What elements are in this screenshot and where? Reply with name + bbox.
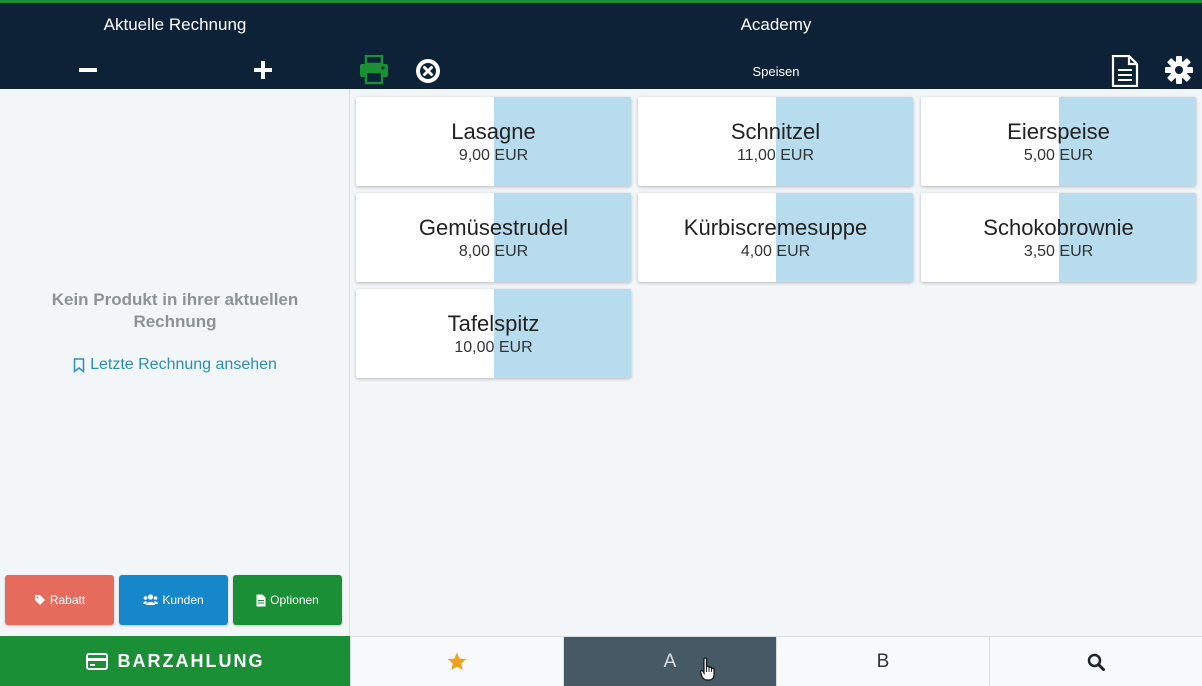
product-card[interactable]: Gemüsestrudel 8,00 EUR <box>356 193 631 282</box>
invoice-title: Aktuelle Rechnung <box>103 15 247 34</box>
add-item-button[interactable] <box>175 51 350 89</box>
tab-a[interactable]: A <box>563 636 776 686</box>
invoice-panel: Kein Produkt in ihrer aktuellen Rechnung… <box>0 89 350 636</box>
last-invoice-label: Letzte Rechnung ansehen <box>90 356 277 373</box>
product-card[interactable]: Eierspeise 5,00 EUR <box>921 97 1196 186</box>
options-label: Optionen <box>270 593 319 607</box>
tab-favorites[interactable] <box>350 636 563 686</box>
product-card-highlight <box>1059 97 1196 186</box>
product-card-highlight <box>1059 193 1196 282</box>
discount-button[interactable]: Rabatt <box>5 575 114 625</box>
options-button[interactable]: Optionen <box>233 575 342 625</box>
customers-label: Kunden <box>162 593 204 607</box>
product-card-highlight <box>776 193 913 282</box>
product-price: 4,00 EUR <box>740 243 811 260</box>
product-card-highlight <box>494 289 631 378</box>
product-card[interactable]: Schokobrownie 3,50 EUR <box>921 193 1196 282</box>
file-icon <box>256 594 266 606</box>
category-label: Speisen <box>752 64 800 79</box>
tab-search[interactable] <box>989 636 1202 686</box>
cash-payment-button[interactable]: BARZAHLUNG <box>0 636 350 686</box>
bookmark-icon <box>73 357 85 373</box>
venue-title: Academy <box>740 15 812 34</box>
discount-label: Rabatt <box>49 593 86 607</box>
product-card[interactable]: Kürbiscremesuppe 4,00 EUR <box>638 193 913 282</box>
empty-invoice-message: Kein Produkt in ihrer aktuellen Rechnung <box>51 290 299 331</box>
top-bar: Aktuelle Rechnung Academy Speisen <box>0 0 1202 92</box>
product-name: Eierspeise <box>1007 119 1110 144</box>
product-price: 8,00 EUR <box>458 243 529 260</box>
customers-button[interactable]: Kunden <box>119 575 228 625</box>
tag-icon <box>34 595 45 605</box>
product-name: Tafelspitz <box>447 311 540 336</box>
minus-icon <box>78 68 97 72</box>
document-icon[interactable] <box>1110 55 1140 87</box>
product-name: Kürbiscremesuppe <box>683 215 868 240</box>
product-price: 9,00 EUR <box>458 147 529 164</box>
product-name: Schokobrownie <box>983 215 1134 240</box>
product-grid: Lasagne 9,00 EUR Schnitzel 11,00 EUR Eie… <box>350 89 1202 636</box>
product-price: 11,00 EUR <box>736 147 815 164</box>
last-invoice-link[interactable]: Letzte Rechnung ansehen <box>20 356 330 374</box>
tab-b[interactable]: B <box>776 636 989 686</box>
product-card-highlight <box>776 97 913 186</box>
cancel-icon[interactable] <box>414 57 442 85</box>
product-price: 10,00 EUR <box>454 339 533 356</box>
product-card-highlight <box>494 193 631 282</box>
gear-icon[interactable] <box>1164 55 1194 85</box>
credit-card-icon <box>85 652 108 670</box>
plus-icon <box>253 61 272 79</box>
product-name: Lasagne <box>451 119 536 144</box>
search-icon <box>1087 653 1105 671</box>
print-icon[interactable] <box>358 55 390 85</box>
product-name: Schnitzel <box>730 119 821 144</box>
remove-item-button[interactable] <box>0 51 175 89</box>
hand-cursor-icon <box>700 657 715 681</box>
product-price: 3,50 EUR <box>1023 243 1094 260</box>
product-price: 5,00 EUR <box>1023 147 1094 164</box>
product-card-highlight <box>494 97 631 186</box>
star-icon <box>447 652 467 670</box>
users-icon <box>143 594 159 605</box>
product-card[interactable]: Tafelspitz 10,00 EUR <box>356 289 631 378</box>
product-card[interactable]: Lasagne 9,00 EUR <box>356 97 631 186</box>
product-name: Gemüsestrudel <box>418 215 569 240</box>
cash-payment-label: BARZAHLUNG <box>117 650 265 671</box>
product-card[interactable]: Schnitzel 11,00 EUR <box>638 97 913 186</box>
